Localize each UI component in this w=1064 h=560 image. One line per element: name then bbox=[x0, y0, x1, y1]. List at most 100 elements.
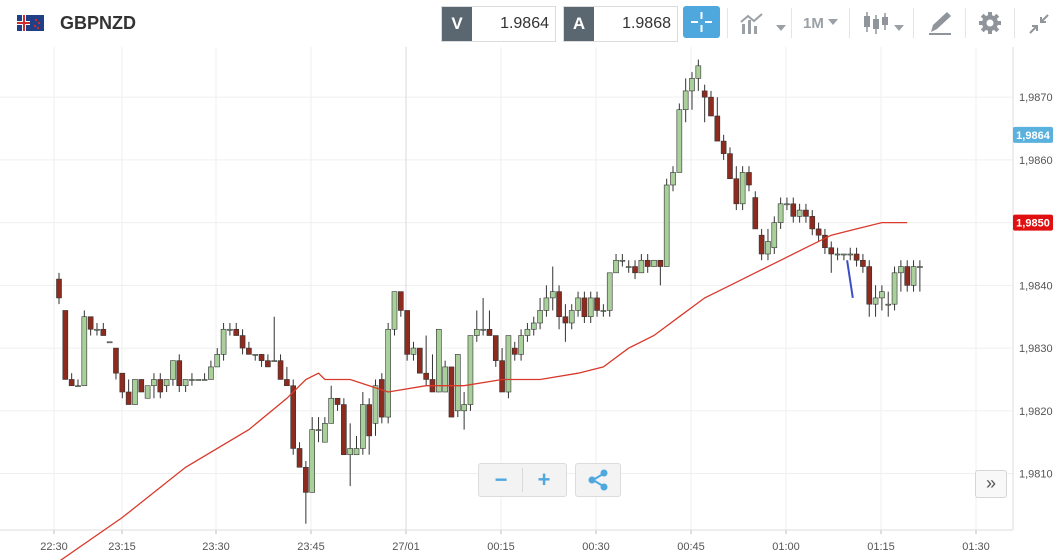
candle bbox=[676, 103, 683, 173]
current-price-badge bbox=[1013, 126, 1053, 143]
y-tick-label: 1,9840 bbox=[1019, 280, 1053, 292]
candle bbox=[834, 247, 841, 261]
candle-body-up bbox=[106, 341, 113, 344]
candle-body-up bbox=[695, 65, 702, 79]
zoom-out-button[interactable]: − bbox=[494, 467, 508, 492]
candle-body-down bbox=[562, 316, 569, 324]
candle-body-down bbox=[581, 297, 588, 318]
candle bbox=[708, 90, 714, 117]
candle-body-down bbox=[62, 310, 69, 380]
candle-body-up bbox=[214, 354, 221, 368]
candle bbox=[372, 379, 379, 436]
candle-body-up bbox=[638, 259, 645, 274]
candle bbox=[524, 323, 531, 342]
candle-body-up bbox=[587, 297, 594, 318]
candle bbox=[638, 254, 645, 274]
candle-body-down bbox=[486, 328, 493, 336]
share-button[interactable] bbox=[575, 463, 621, 497]
candle bbox=[765, 228, 771, 261]
candle-body-up bbox=[81, 316, 88, 387]
crosshair-icon bbox=[691, 12, 712, 32]
indicators-button[interactable] bbox=[738, 6, 788, 40]
scroll-right-button[interactable]: » bbox=[975, 470, 1007, 498]
candle-body-up bbox=[613, 259, 619, 274]
zoom-in-button[interactable]: + bbox=[537, 467, 551, 492]
candle bbox=[227, 323, 233, 336]
candle bbox=[68, 373, 75, 387]
candle-body-down bbox=[556, 291, 562, 318]
indicators-icon bbox=[740, 13, 763, 34]
x-tick-label: 00:15 bbox=[487, 541, 515, 553]
candle-body-up bbox=[676, 109, 683, 173]
candle bbox=[727, 147, 733, 180]
candle bbox=[511, 341, 518, 361]
candle-body-up bbox=[322, 423, 328, 443]
sell-quote[interactable]: V 1.9864 bbox=[441, 6, 556, 42]
settings-button[interactable] bbox=[976, 6, 1006, 40]
candle-body-up bbox=[163, 379, 170, 387]
candle bbox=[81, 310, 88, 387]
candle-body-up bbox=[182, 379, 189, 387]
candle-body-up bbox=[467, 335, 474, 405]
candle-body-down bbox=[632, 266, 638, 274]
candle-body-up bbox=[568, 310, 575, 324]
candle-body-down bbox=[303, 466, 309, 493]
candle bbox=[366, 398, 372, 455]
candle bbox=[201, 373, 208, 381]
candle bbox=[505, 335, 512, 399]
drawing-tools-button[interactable] bbox=[925, 6, 955, 40]
candle bbox=[144, 385, 151, 399]
candle bbox=[549, 266, 556, 311]
candle-body-down bbox=[417, 347, 423, 374]
candle-body-up bbox=[227, 328, 233, 331]
candle-body-down bbox=[68, 379, 75, 387]
candle-body-up bbox=[252, 354, 259, 356]
candle bbox=[303, 461, 309, 524]
x-tick-label: 01:30 bbox=[962, 541, 990, 553]
moving-average-badge-label: 1,9850 bbox=[1016, 218, 1050, 230]
candle-body-up bbox=[454, 354, 461, 412]
crosshair-button[interactable] bbox=[683, 6, 720, 38]
instrument-symbol[interactable]: GBPNZD bbox=[60, 13, 136, 33]
buy-quote[interactable]: A 1.9868 bbox=[563, 6, 678, 42]
candle-body-down bbox=[594, 297, 600, 311]
candle bbox=[606, 272, 613, 317]
candle-body-down bbox=[119, 372, 126, 393]
candle-body-up bbox=[600, 310, 607, 312]
buy-price: 1.9868 bbox=[622, 15, 671, 32]
candle bbox=[87, 316, 94, 336]
collapse-button[interactable] bbox=[1024, 6, 1054, 40]
candle bbox=[442, 360, 448, 393]
candle-body-up bbox=[201, 379, 208, 381]
pencil-icon bbox=[929, 12, 951, 35]
candle-body-up bbox=[796, 209, 803, 217]
candle bbox=[448, 366, 455, 418]
candle bbox=[784, 197, 790, 211]
y-tick-label: 1,9860 bbox=[1019, 155, 1053, 167]
candle-body-down bbox=[644, 259, 651, 267]
candle bbox=[385, 323, 391, 424]
sell-price: 1.9864 bbox=[500, 15, 549, 32]
candle bbox=[246, 341, 252, 355]
candle bbox=[866, 260, 873, 317]
candle-body-down bbox=[720, 140, 727, 154]
candle bbox=[670, 166, 676, 192]
candle bbox=[486, 310, 493, 336]
candle bbox=[543, 285, 550, 317]
candle bbox=[587, 291, 594, 323]
candlestick-icon bbox=[864, 12, 888, 34]
candle bbox=[796, 203, 803, 223]
candle bbox=[530, 316, 537, 336]
candle bbox=[100, 323, 107, 336]
candle bbox=[353, 435, 360, 456]
candle-body-down bbox=[379, 379, 385, 418]
chart-type-button[interactable] bbox=[860, 6, 910, 40]
candle-body-up bbox=[549, 291, 556, 299]
candle-body-up bbox=[480, 328, 486, 331]
timeframe-select[interactable]: 1M bbox=[803, 15, 824, 32]
candle bbox=[663, 178, 670, 267]
candle-body-up bbox=[271, 360, 278, 362]
x-tick-label: 00:45 bbox=[677, 541, 705, 553]
candle-body-down bbox=[492, 335, 499, 361]
candle-body-down bbox=[423, 372, 429, 380]
